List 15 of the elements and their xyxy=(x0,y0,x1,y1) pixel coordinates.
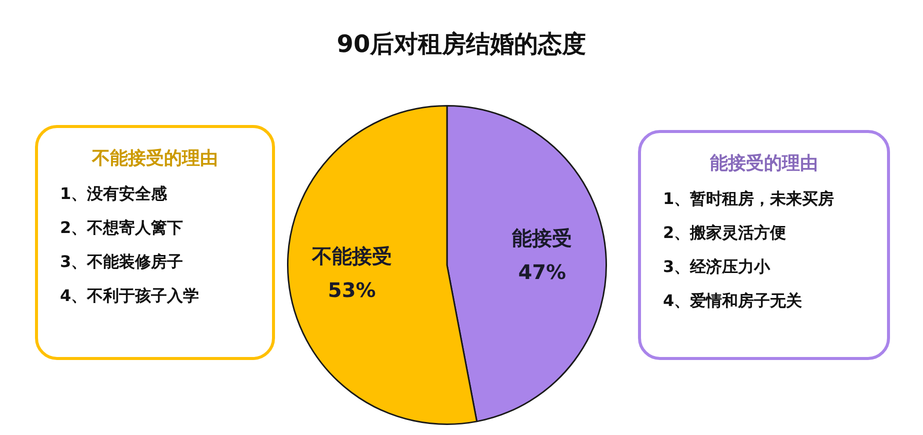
text: 不能接受的理由 xyxy=(90,147,219,170)
chart-title: 90后对租房结婚的态度 xyxy=(336,29,588,60)
slice-label: 能接受 xyxy=(512,226,572,250)
text: 能接受的理由 xyxy=(709,152,819,175)
data-label: 47% xyxy=(518,260,566,284)
data-label: 53% xyxy=(328,278,376,302)
slice-label: 不能接受 xyxy=(310,244,392,268)
text: 4、爱情和房子无关 xyxy=(663,291,804,312)
text: 2、不想寄人篱下 xyxy=(60,218,184,239)
text: 3、不能装修房子 xyxy=(60,252,184,273)
text: 1、暂时租房，未来买房 xyxy=(663,189,836,210)
text: 4、不利于孩子入学 xyxy=(60,286,200,307)
text: 2、搬家灵活方便 xyxy=(663,223,788,244)
text: 3、经济压力小 xyxy=(663,257,772,278)
text: 1、没有安全感 xyxy=(60,184,168,205)
